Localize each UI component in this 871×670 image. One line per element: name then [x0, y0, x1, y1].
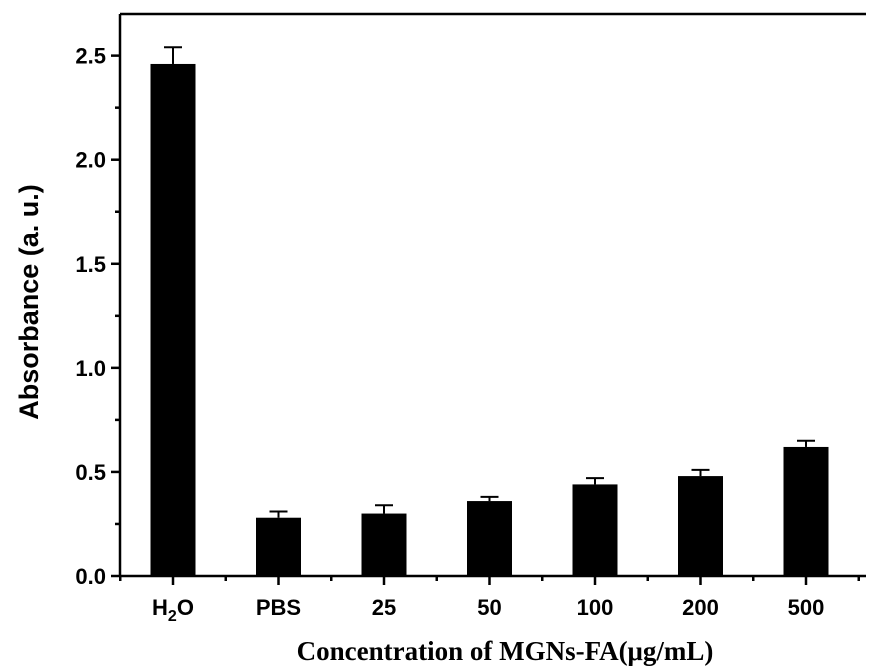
y-tick-label: 2.5: [75, 44, 106, 69]
y-axis-label: Absorbance (a. u.): [14, 184, 44, 420]
x-tick-label: 200: [682, 595, 719, 620]
plot-frame: [118, 12, 866, 578]
bar-1: [256, 517, 301, 576]
y-tick-label: 2.0: [75, 148, 106, 173]
x-tick-label: 100: [577, 595, 614, 620]
x-tick-label: PBS: [256, 595, 301, 620]
x-tick-label: 25: [372, 595, 396, 620]
x-tick-label: H2O: [152, 595, 194, 625]
bar-0: [150, 63, 196, 576]
y-axis-ticks: [111, 54, 120, 578]
bars: [150, 63, 829, 576]
bar-5: [678, 476, 723, 576]
bar-3: [467, 501, 512, 576]
y-tick-label: 0.0: [75, 564, 106, 589]
y-tick-label: 1.0: [75, 356, 106, 381]
bar-2: [361, 513, 407, 576]
x-tick-label: 500: [788, 595, 825, 620]
y-tick-labels: 0.0 0.5 1.0 1.5 2.0 2.5: [75, 44, 106, 589]
y-tick-label: 1.5: [75, 252, 106, 277]
bar-6: [783, 446, 829, 576]
bar-4: [572, 484, 618, 576]
x-axis-ticks: [119, 576, 860, 585]
x-axis-label: Concentration of MGNs-FA(μg/mL): [297, 636, 714, 666]
x-tick-labels: H2O PBS 25 50 100 200 500: [152, 595, 824, 625]
x-tick-label: 50: [477, 595, 501, 620]
y-tick-label: 0.5: [75, 460, 106, 485]
error-bars: [164, 46, 815, 518]
